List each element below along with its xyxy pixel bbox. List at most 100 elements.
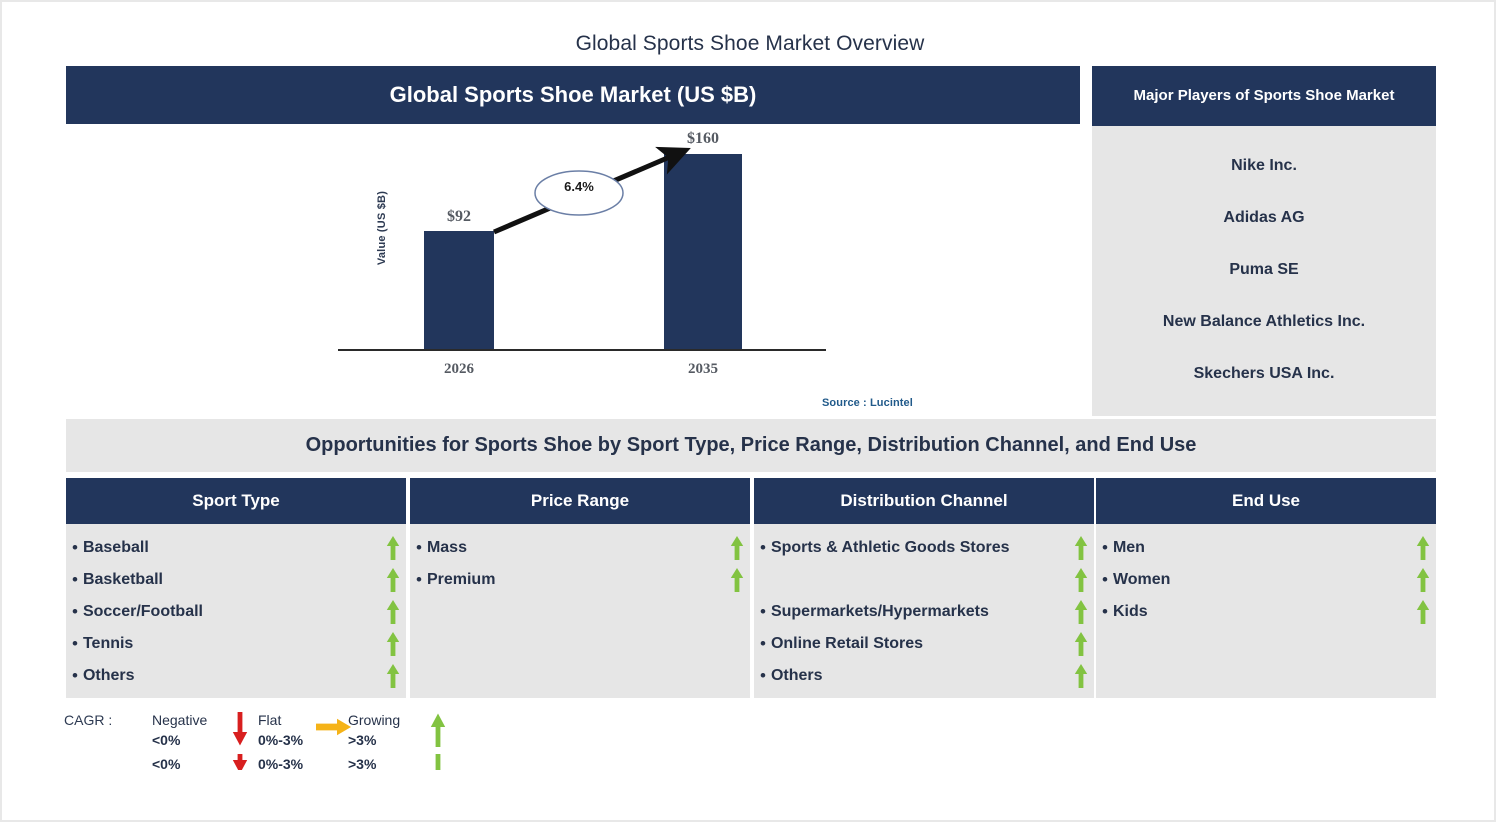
list-item-label: Premium bbox=[426, 571, 496, 588]
legend-word: Flat bbox=[258, 712, 282, 728]
column-items: • Men • Women • Kids bbox=[1096, 524, 1436, 628]
list-item[interactable]: • Premium bbox=[410, 564, 750, 596]
major-players-list: Nike Inc. Adidas AG Puma SE New Balance … bbox=[1092, 126, 1436, 400]
arrow-up-green-icon bbox=[386, 564, 400, 596]
bullet-icon: • bbox=[72, 634, 78, 653]
list-item[interactable]: • Men bbox=[1096, 532, 1436, 564]
arrow-up-green-icon bbox=[1074, 628, 1088, 660]
list-item[interactable]: • Tennis bbox=[66, 628, 406, 660]
chart-y-axis-label: Value (US $B) bbox=[376, 190, 388, 266]
list-item[interactable]: • Others bbox=[66, 660, 406, 692]
list-item-label: Baseball bbox=[82, 539, 149, 556]
arrow-up-green-icon bbox=[1074, 564, 1088, 596]
bullet-icon: • bbox=[1102, 602, 1108, 621]
list-item[interactable]: • Women bbox=[1096, 564, 1436, 596]
list-item[interactable]: • Online Retail Stores bbox=[754, 628, 1094, 660]
bullet-icon: • bbox=[416, 570, 422, 589]
list-item-label: Soccer/Football bbox=[82, 603, 203, 620]
opportunities-title: Opportunities for Sports Shoe by Sport T… bbox=[66, 419, 1436, 472]
arrow-up-green-icon bbox=[1074, 660, 1088, 692]
arrow-up-green-icon bbox=[1074, 596, 1088, 628]
arrow-up-green-icon bbox=[386, 628, 400, 660]
legend-entry-negative: Negative <0% bbox=[152, 710, 207, 750]
cagr-legend-overflow-row: <0% 0%-3% >3% bbox=[64, 754, 484, 770]
column-header: Price Range bbox=[410, 478, 750, 524]
list-item[interactable]: • Baseball bbox=[66, 532, 406, 564]
market-chart-panel: Global Sports Shoe Market (US $B) Value … bbox=[66, 66, 1080, 416]
bar-2026 bbox=[424, 231, 494, 351]
bar-category-label-2026: 2026 bbox=[444, 361, 474, 377]
list-item: Nike Inc. bbox=[1231, 157, 1297, 174]
chart-plot-area: Value (US $B) $92 $160 2026 2035 6.4% bbox=[66, 124, 1080, 416]
list-item[interactable]: • Others bbox=[754, 660, 1094, 692]
arrow-up-green-icon bbox=[730, 564, 744, 596]
list-item[interactable]: • Soccer/Football bbox=[66, 596, 406, 628]
bullet-icon: • bbox=[1102, 570, 1108, 589]
arrow-right-orange-icon bbox=[316, 712, 352, 736]
arrow-up-green-icon-overflow bbox=[430, 754, 446, 770]
chart-source-note: Source : Lucintel bbox=[822, 397, 913, 409]
trend-arrows bbox=[384, 628, 400, 660]
list-item-label: Sports & Athletic Goods Stores bbox=[770, 539, 1010, 556]
trend-arrows bbox=[384, 564, 400, 596]
bar-value-label-2035: $160 bbox=[687, 130, 719, 147]
list-item: New Balance Athletics Inc. bbox=[1162, 313, 1366, 330]
arrow-down-red-icon bbox=[232, 712, 248, 753]
legend-entry-flat: Flat 0%-3% bbox=[258, 710, 303, 750]
legend-range: >3% bbox=[348, 732, 377, 748]
column-header: Distribution Channel bbox=[754, 478, 1094, 524]
trend-arrows bbox=[1072, 596, 1088, 628]
list-item-label: Online Retail Stores bbox=[770, 635, 923, 652]
column-items: • Sports & Athletic Goods Stores • Supermar… bbox=[754, 524, 1094, 692]
cagr-value-label: 6.4% bbox=[564, 179, 594, 194]
list-item-label: Men bbox=[1112, 539, 1145, 556]
list-item[interactable]: • Kids bbox=[1096, 596, 1436, 628]
legend-word: Growing bbox=[348, 712, 401, 728]
list-item-label: Mass bbox=[426, 539, 467, 556]
bullet-icon: • bbox=[72, 666, 78, 685]
list-item-label: Women bbox=[1112, 571, 1171, 588]
list-item: Adidas AG bbox=[1223, 209, 1305, 226]
page-title: Global Sports Shoe Market Overview bbox=[575, 32, 925, 55]
bullet-icon: • bbox=[72, 602, 78, 621]
chart-x-axis-line bbox=[338, 349, 826, 351]
chart-panel-header: Global Sports Shoe Market (US $B) bbox=[66, 66, 1080, 124]
cagr-legend-label: CAGR : bbox=[64, 712, 113, 728]
arrow-up-green-icon bbox=[730, 532, 744, 564]
arrow-up-green-icon bbox=[386, 532, 400, 564]
major-players-panel: Major Players of Sports Shoe Market Nike… bbox=[1092, 66, 1436, 416]
arrow-down-red-icon-overflow bbox=[232, 754, 248, 770]
bullet-icon: • bbox=[416, 538, 422, 557]
arrow-up-green-icon bbox=[1416, 564, 1430, 596]
arrow-up-green-icon bbox=[1416, 596, 1430, 628]
trend-arrows bbox=[1072, 628, 1088, 660]
bar-2035 bbox=[664, 154, 742, 351]
legend-word: Negative bbox=[152, 712, 208, 728]
list-item-label: Basketball bbox=[82, 571, 163, 588]
column-header: End Use bbox=[1096, 478, 1436, 524]
cagr-growth-arrow-icon bbox=[493, 146, 691, 235]
trend-arrows bbox=[1414, 564, 1430, 596]
bar-value-label-2026: $92 bbox=[447, 208, 471, 225]
column-items: • Baseball • Basketball • Soccer/Football • Ten… bbox=[66, 524, 406, 692]
list-item-label: Kids bbox=[1112, 603, 1148, 620]
list-item[interactable]: • Mass bbox=[410, 532, 750, 564]
list-item-label: Tennis bbox=[82, 635, 134, 652]
bullet-icon: • bbox=[760, 634, 766, 653]
arrow-up-green-icon bbox=[1074, 532, 1088, 564]
arrow-up-green-icon bbox=[1416, 532, 1430, 564]
opportunity-column-end-use: End Use • Men • Women • Kids bbox=[1096, 478, 1436, 698]
major-players-header: Major Players of Sports Shoe Market bbox=[1092, 66, 1436, 126]
list-item[interactable]: • Basketball bbox=[66, 564, 406, 596]
list-item-label: Others bbox=[770, 667, 823, 684]
bar-category-label-2035: 2035 bbox=[688, 361, 718, 377]
trend-arrows bbox=[1072, 532, 1088, 596]
cagr-legend: CAGR : Negative <0% Flat 0%-3% Growing >… bbox=[64, 708, 484, 784]
arrow-up-green-icon bbox=[430, 712, 446, 753]
opportunity-column-distribution-channel: Distribution Channel • Sports & Athletic … bbox=[754, 478, 1094, 698]
arrow-up-green-icon bbox=[386, 596, 400, 628]
list-item[interactable]: • Sports & Athletic Goods Stores bbox=[754, 532, 1094, 596]
list-item[interactable]: • Supermarkets/Hypermarkets bbox=[754, 596, 1094, 628]
bullet-icon: • bbox=[1102, 538, 1108, 557]
